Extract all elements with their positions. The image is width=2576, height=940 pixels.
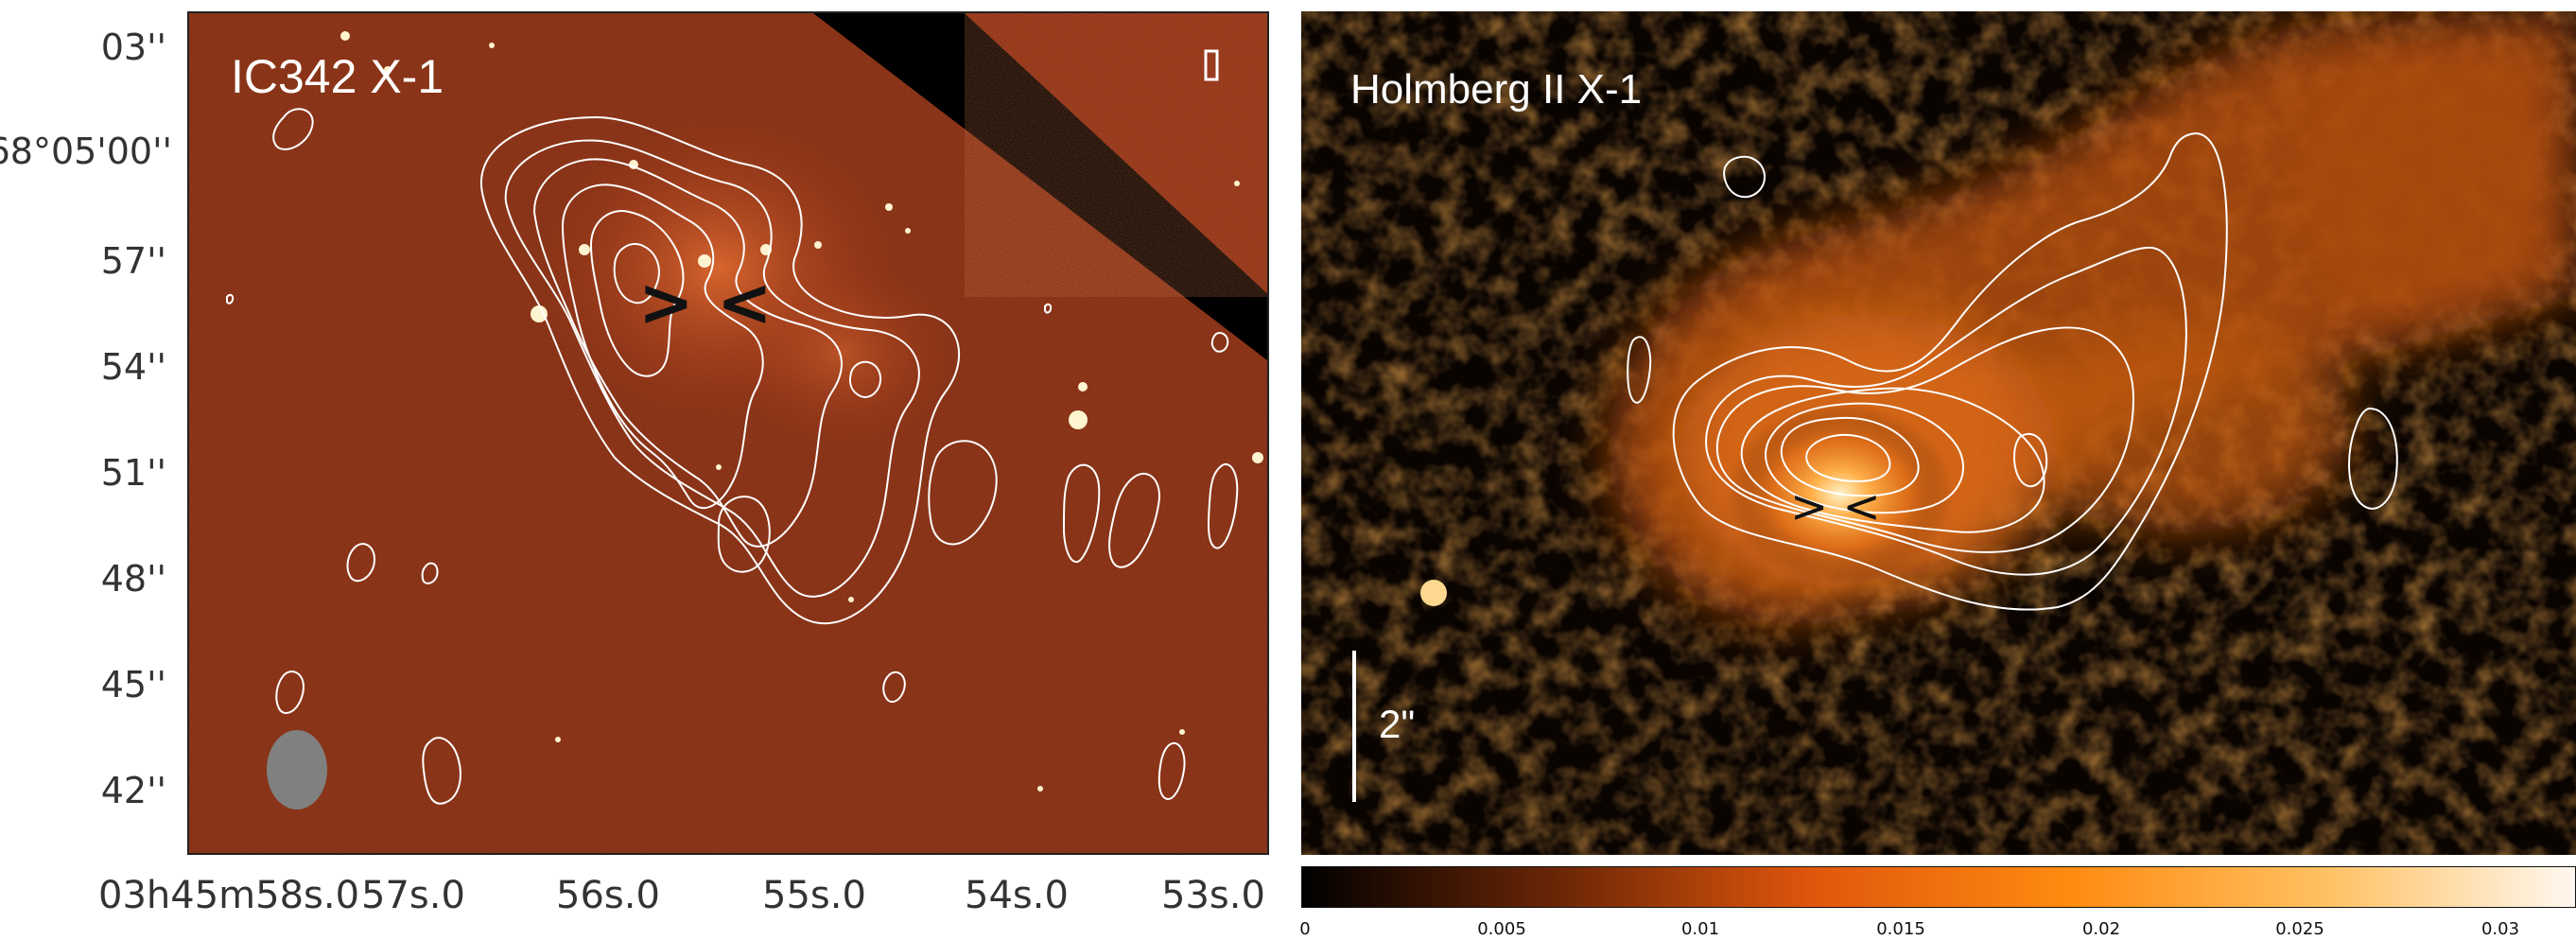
scale-bar-label: 2" <box>1379 702 1416 746</box>
x-axis-label: 54s.0 <box>965 874 1069 917</box>
y-axis-label: 45'' <box>100 664 166 705</box>
colorbar-tick: 0.01 <box>1680 919 1720 939</box>
radio-contours <box>226 108 1239 805</box>
y-axis-label: 68°05'00'' <box>0 131 172 172</box>
source-marker: > < <box>1790 480 1881 533</box>
colorbar-tick: 0.015 <box>1876 919 1925 939</box>
y-axis-label: 54'' <box>100 346 166 388</box>
colorbar-gradient <box>1301 866 2576 908</box>
y-axis-label: 42'' <box>100 770 166 811</box>
radio-contours <box>1627 132 2398 611</box>
stars <box>340 31 1263 792</box>
panel-title-holmberg: Holmberg II X-1 <box>1350 66 1643 113</box>
y-axis-label: 57'' <box>100 240 166 282</box>
x-axis-label: 03h45m58s.0 <box>98 874 360 917</box>
scale-marker <box>1204 49 1219 81</box>
holmberg-image: > < <box>1301 11 2576 855</box>
holmberg-image-panel: > < Holmberg II X-1 2" <box>1301 11 2576 855</box>
x-axis-label: 57s.0 <box>361 874 465 917</box>
x-axis-label: 53s.0 <box>1161 874 1265 917</box>
colorbar-tick: 0.03 <box>2480 919 2520 939</box>
colorbar-tick: 0.005 <box>1477 919 1526 939</box>
y-axis-label: 48'' <box>100 558 166 600</box>
source-marker: > < <box>638 264 773 341</box>
star <box>1420 580 1447 606</box>
ic342-image-panel: > < IC342 X-1 <box>187 11 1269 855</box>
colorbar-tick: 0.025 <box>2275 919 2324 939</box>
y-axis-label: 03'' <box>100 26 166 68</box>
ic342-image: > < <box>189 13 1267 853</box>
x-axis-label: 55s.0 <box>762 874 866 917</box>
panel-title-ic342: IC342 X-1 <box>231 50 444 103</box>
colorbar-tick: 0 <box>1299 919 1311 939</box>
colorbar-tick: 0.02 <box>2081 919 2121 939</box>
beam-ellipse <box>267 730 327 809</box>
detector-gap <box>813 13 1267 360</box>
x-axis-label: 56s.0 <box>556 874 660 917</box>
colorbar <box>1301 866 2576 908</box>
y-axis-label: 51'' <box>100 452 166 494</box>
